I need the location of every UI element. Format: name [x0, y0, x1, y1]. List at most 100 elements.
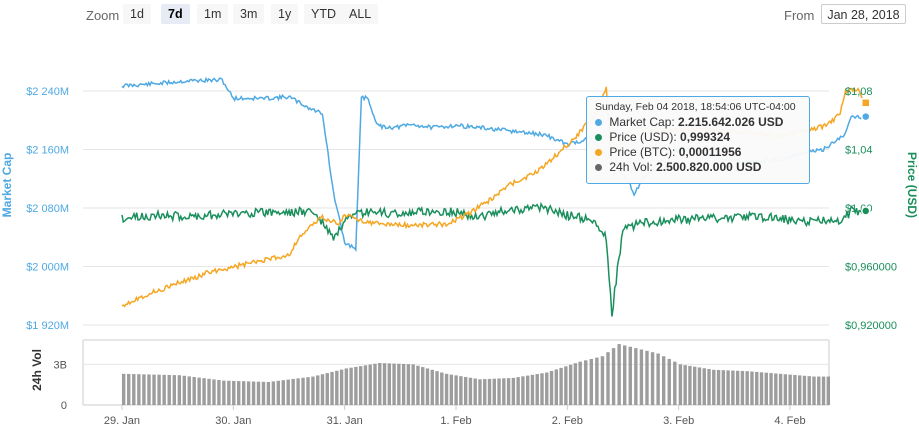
volume-bar	[177, 375, 182, 405]
volume-bar	[807, 376, 811, 405]
volume-bar	[589, 358, 594, 405]
grid-lines	[82, 90, 830, 406]
volume-bar	[463, 376, 468, 405]
volume-bar	[401, 363, 406, 405]
volume-bar	[611, 348, 616, 405]
zoom-1m-button[interactable]: 1m	[197, 4, 229, 24]
volume-bar	[735, 370, 740, 405]
x-tick-label: 29. Jan	[104, 415, 140, 427]
y-left-tick-label: $2 160M	[26, 145, 69, 157]
volume-bar	[354, 366, 358, 405]
volume-bar	[339, 369, 344, 405]
volume-bar	[320, 374, 325, 405]
volume-bar	[716, 369, 721, 405]
tooltip-value: 2.500.820.000 USD	[656, 160, 762, 174]
from-date-input[interactable]: Jan 28, 2018	[821, 4, 906, 24]
volume-bar	[667, 358, 671, 405]
volume-bar	[311, 376, 315, 405]
volume-tick-label: 0	[61, 400, 67, 412]
volume-bar	[157, 374, 161, 405]
volume-bar	[731, 370, 735, 405]
volume-bar	[769, 373, 773, 405]
volume-bar	[222, 380, 226, 405]
y-right-tick-label: $1,04	[845, 145, 873, 157]
axes: $2 240M $2 160M $2 080M $2 000M $1 920M $1,08…	[26, 86, 897, 427]
volume-bar	[673, 361, 677, 405]
volume-bar	[373, 363, 377, 405]
zoom-3m-button[interactable]: 3m	[233, 4, 265, 24]
volume-bar	[492, 378, 496, 405]
volume-bar	[525, 375, 530, 405]
volume-bar	[688, 365, 692, 405]
volume-bar	[812, 376, 816, 405]
price-usd-dot-icon	[595, 134, 602, 142]
volume-bar	[202, 378, 206, 405]
volume-bar	[325, 373, 329, 405]
volume-bar	[182, 375, 186, 405]
market-cap-hover-marker	[860, 111, 871, 122]
volume-bar	[142, 374, 146, 405]
y-right-tick-label: $0,920000	[845, 320, 897, 332]
volume-bar	[378, 363, 382, 405]
zoom-7d-button[interactable]: 7d	[161, 4, 190, 24]
volume-bar	[397, 363, 401, 405]
volume-bar	[459, 376, 463, 405]
y-left-axis-title: Market Cap	[0, 153, 14, 218]
volume-bar	[661, 356, 666, 405]
y-left-tick-label: $2 080M	[26, 203, 69, 215]
zoom-label: Zoom	[86, 8, 120, 23]
volume-bar	[693, 366, 697, 405]
volume-bar	[167, 374, 171, 405]
volume-bar	[286, 379, 290, 405]
volume-bar	[444, 373, 449, 405]
zoom-1d-button[interactable]: 1d	[123, 4, 151, 24]
price-btc-dot-icon	[595, 149, 602, 157]
volume-axis-title: 24h Vol	[30, 349, 44, 391]
volume-bar	[568, 364, 573, 405]
volume-bar	[623, 345, 627, 405]
volume-bar	[127, 373, 131, 405]
tooltip-row-volume: 24h Vol: 2.500.820.000 USD	[595, 160, 801, 175]
price-usd-line	[121, 201, 866, 317]
volume-bar	[634, 348, 638, 405]
zoom-ytd-button[interactable]: YTD	[304, 4, 343, 24]
volume-bar	[707, 369, 711, 405]
volume-bar	[521, 376, 525, 405]
volume-bar	[697, 367, 702, 405]
tooltip-label: Price (BTC):	[609, 145, 676, 159]
volume-bar	[778, 373, 783, 405]
zoom-all-button[interactable]: ALL	[342, 4, 379, 24]
volume-bar	[251, 381, 256, 405]
price-usd-hover-marker	[860, 206, 871, 216]
volume-bar	[121, 373, 126, 405]
volume-bar	[656, 353, 660, 405]
range-toolbar: Zoom 1d 7d 1m 3m 1y YTD ALL From Jan 28,…	[0, 0, 919, 30]
volume-bar	[421, 367, 425, 405]
tooltip-row-price-usd: Price (USD): 0,999324	[595, 130, 801, 145]
volume-bar	[793, 375, 797, 405]
volume-bar	[296, 378, 300, 405]
volume-bar	[506, 378, 511, 405]
zoom-1y-button[interactable]: 1y	[271, 4, 299, 24]
volume-bar	[516, 377, 520, 405]
volume-bar	[483, 379, 487, 405]
volume-bar	[817, 376, 821, 405]
volume-bar	[783, 374, 788, 405]
volume-bar	[650, 352, 655, 405]
volume-bar	[755, 371, 759, 405]
volume-bar	[281, 380, 285, 405]
volume-bar	[266, 381, 271, 405]
volume-bar	[473, 378, 477, 405]
volume-bar	[639, 349, 644, 405]
volume-bar	[600, 356, 605, 405]
volume-bar	[172, 375, 176, 405]
volume-bar	[192, 377, 196, 405]
tooltip-value: 0,999324	[680, 130, 731, 144]
volume-bar	[207, 378, 211, 405]
volume-bar	[368, 364, 372, 405]
volume-bar	[487, 378, 492, 405]
volume-bar	[358, 366, 363, 405]
y-left-tick-label: $1 920M	[26, 320, 69, 332]
volume-bar	[606, 352, 610, 405]
